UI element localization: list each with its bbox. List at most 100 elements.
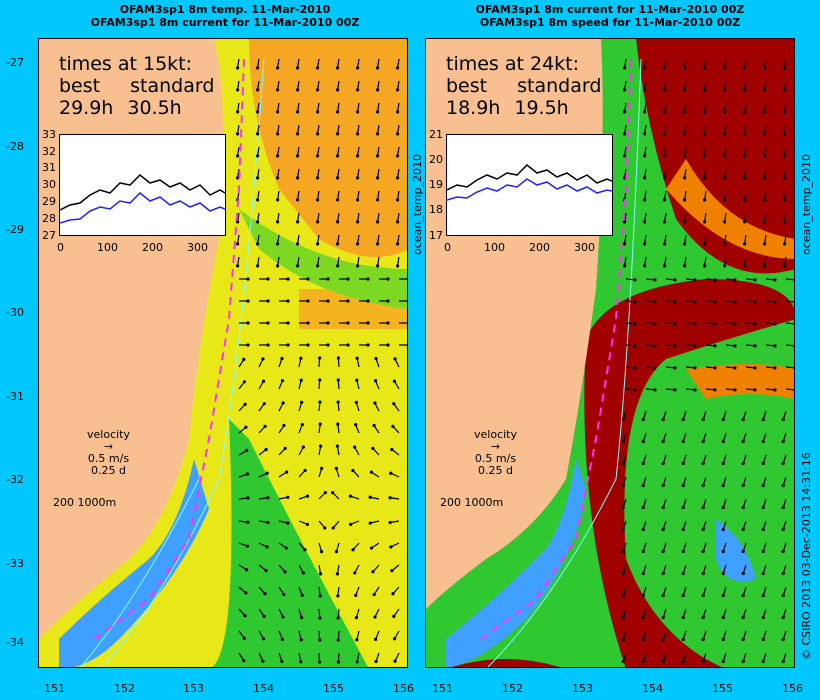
current-vector-head (262, 402, 266, 406)
current-vector-head (741, 549, 745, 554)
current-vector-head (266, 520, 270, 525)
current-vector-head (673, 388, 677, 392)
current-vector-head (782, 154, 787, 158)
current-vector-head (335, 572, 340, 576)
right-inset-standard-line (446, 163, 613, 191)
right-velocity-duration: 0.25 d (478, 464, 513, 477)
current-vector-head (366, 277, 370, 281)
current-vector-head (721, 439, 725, 444)
right-side-label: ocean_temp_2010 (800, 153, 813, 255)
current-vector-head (662, 264, 667, 268)
current-vector-head (722, 220, 727, 224)
current-vector-head (661, 483, 665, 488)
current-vector-head (662, 66, 667, 70)
right-inset-ytick-2: 19 (429, 178, 443, 191)
current-vector-head (682, 154, 687, 158)
current-vector-head (331, 526, 335, 530)
current-vector-head (244, 425, 248, 429)
current-vector-head (372, 423, 376, 428)
current-vector-head (299, 378, 303, 382)
current-vector-head (395, 154, 400, 158)
current-vector-head (392, 402, 396, 406)
current-vector-head (673, 344, 677, 348)
current-vector-head (281, 615, 285, 619)
current-vector-head (781, 505, 785, 510)
right-lon-tick-1: 152 (502, 682, 523, 695)
current-vector-head (762, 242, 767, 246)
current-vector-head (673, 322, 677, 326)
current-vector-head (280, 379, 285, 383)
left-side-label: ocean_temp_2010 (411, 153, 424, 255)
current-vector-head (246, 520, 250, 524)
lat-tick-1: -28 (6, 140, 24, 153)
current-vector-head (781, 461, 785, 466)
current-vector-head (355, 198, 360, 202)
current-vector-head (355, 110, 360, 114)
left-map-panel[interactable]: times at 15kt: best standard 29.9h 30.5h 3… (38, 38, 408, 668)
current-vector-head (641, 461, 645, 466)
current-vector-head (622, 176, 627, 180)
current-vector-head (641, 505, 645, 510)
left-title: OFAM3sp1 8m temp. 11-Mar-2010 OFAM3sp1 8… (40, 3, 410, 29)
current-vector-head (741, 417, 745, 422)
current-vector-head (773, 366, 777, 370)
current-vector-head (395, 242, 400, 246)
current-vector-head (295, 264, 300, 268)
current-vector-head (374, 659, 378, 664)
right-inset-ytick-3: 18 (429, 203, 443, 216)
right-map-panel[interactable]: times at 24kt: best standard 18.9h 19.5h 2… (425, 38, 795, 668)
left-best-label: best (59, 75, 101, 97)
current-vector-head (255, 264, 260, 268)
left-velocity-duration: 0.25 d (91, 464, 126, 477)
right-isobath-1000 (487, 58, 642, 667)
current-vector-head (662, 88, 667, 92)
current-vector-head (762, 176, 767, 180)
current-vector-head (653, 322, 657, 326)
current-vector-head (642, 110, 647, 114)
current-vector-head (742, 132, 747, 136)
current-vector-head (621, 659, 625, 664)
left-inset-ytick-6: 27 (42, 229, 56, 242)
current-vector-head (295, 110, 300, 114)
left-standard-label: standard (130, 75, 215, 97)
current-vector-head (681, 637, 685, 642)
current-vector-head (388, 520, 392, 525)
current-vector-head (681, 659, 685, 664)
current-vector-head (682, 220, 687, 224)
current-vector-head (375, 154, 380, 158)
current-vector-head (722, 264, 727, 268)
current-vector-head (722, 88, 727, 92)
current-vector-head (662, 132, 667, 136)
current-vector-head (242, 659, 246, 663)
current-vector-head (275, 264, 280, 268)
current-vector-head (701, 615, 705, 620)
current-vector-head (621, 417, 625, 422)
current-vector-head (372, 592, 376, 597)
current-vector-head (235, 242, 240, 246)
current-vector-head (355, 176, 360, 180)
current-vector-head (681, 461, 685, 466)
current-vector-head (621, 593, 625, 598)
current-vector-head (255, 132, 260, 136)
current-vector-head (266, 277, 270, 281)
current-vector-head (235, 176, 240, 180)
right-lon-tick-5: 156 (782, 682, 803, 695)
current-vector-head (323, 526, 327, 530)
current-vector-head (369, 546, 374, 550)
current-vector-head (386, 343, 390, 347)
current-vector-head (621, 439, 625, 444)
left-inset-plot (59, 173, 226, 224)
left-times-box: times at 15kt: best standard 29.9h 30.5h (59, 53, 214, 119)
current-vector-head (390, 447, 394, 452)
current-vector-head (246, 343, 250, 347)
current-vector-head (762, 132, 767, 136)
current-vector-head (761, 571, 765, 576)
current-vector-head (349, 522, 353, 526)
right-lon-tick-3: 154 (642, 682, 663, 695)
current-vector-head (633, 366, 637, 370)
current-vector-head (741, 483, 745, 488)
current-vector-head (346, 277, 350, 281)
credit-label: © CSIRO 2013 03-Dec-2013 14:31:16 (800, 452, 813, 660)
current-vector-head (742, 176, 747, 180)
current-vector-head (682, 66, 687, 70)
